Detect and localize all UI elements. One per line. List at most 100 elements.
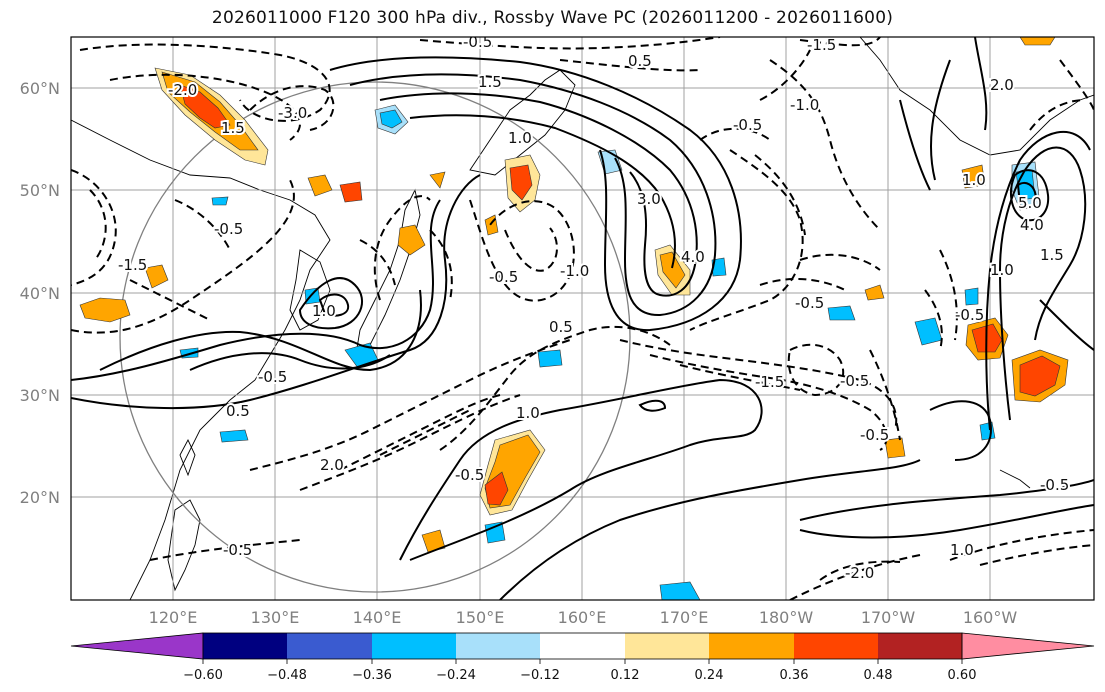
contour-label: 3.0 xyxy=(637,190,661,208)
div-patch-negative xyxy=(659,581,701,600)
colorbar-tick-label: −0.48 xyxy=(267,668,307,683)
contour-positive xyxy=(329,56,742,332)
coastline-alaska xyxy=(859,37,1094,156)
contour-label: 5.0 xyxy=(1018,194,1042,212)
div-patch-positive xyxy=(509,164,533,201)
lon-label: 160°E xyxy=(558,608,607,627)
contour-label: 1.5 xyxy=(221,119,245,137)
contour-label: -0.5 xyxy=(463,33,492,51)
colorbar-segment xyxy=(709,633,794,659)
colorbar-tick-label: 0.12 xyxy=(611,668,640,683)
contour-positive xyxy=(985,131,1091,431)
contour-label: -0.5 xyxy=(258,368,287,386)
lon-label: 170°W xyxy=(861,608,916,627)
contour-negative xyxy=(469,199,575,302)
div-patch-negative xyxy=(827,305,856,321)
latitude-axis: 60°N 50°N 40°N 30°N 20°N xyxy=(20,79,60,507)
contour-negative xyxy=(819,560,901,581)
div-patch-positive xyxy=(179,84,231,129)
contour-label: 0.5 xyxy=(628,52,652,70)
contour-label: 1.0 xyxy=(950,541,974,559)
contour-positive xyxy=(71,199,441,381)
contour-negative xyxy=(559,59,701,72)
colorbar-segment xyxy=(456,633,540,659)
graticule xyxy=(71,37,1094,600)
contour-label: -1.0 xyxy=(790,96,819,114)
colorbar-segment xyxy=(70,632,204,660)
lon-label: 160°W xyxy=(963,608,1018,627)
contour-positive xyxy=(799,479,1094,521)
contour-positive xyxy=(499,459,921,600)
contour-negative xyxy=(249,85,335,131)
contour-label: -0.5 xyxy=(223,541,252,559)
contour-negative xyxy=(759,277,846,291)
colorbar-outline xyxy=(202,632,963,660)
contour-negative xyxy=(299,394,521,491)
colorbar-tick-label: 0.60 xyxy=(948,668,977,683)
lat-label: 50°N xyxy=(20,181,60,200)
contour-label: -0.5 xyxy=(955,306,984,324)
div-patch-negative xyxy=(484,521,506,544)
div-patch-positive xyxy=(397,224,426,256)
lon-label: 130°E xyxy=(251,608,300,627)
colorbar-tick-label: 0.48 xyxy=(864,668,893,683)
contour-label: -0.5 xyxy=(860,426,889,444)
lat-label: 20°N xyxy=(20,488,60,507)
lat-label: 30°N xyxy=(20,386,60,405)
contour-negative xyxy=(769,59,881,231)
contour-positive xyxy=(409,114,676,269)
contour-negative xyxy=(689,149,804,331)
contour-negative xyxy=(71,169,117,286)
contour-label: 1.5 xyxy=(1040,246,1064,264)
div-patch-negative xyxy=(537,349,563,368)
contour-positive xyxy=(298,277,364,330)
contour-positive xyxy=(318,293,350,317)
contour-positive xyxy=(799,504,1094,539)
contour-negative xyxy=(799,253,881,271)
contour-label: 0.5 xyxy=(549,318,573,336)
contour-label: -3.0 xyxy=(278,104,307,122)
contour-positive xyxy=(638,399,667,412)
contour-label: -2.0 xyxy=(845,564,874,582)
contour-negative xyxy=(359,239,396,286)
reference-circle xyxy=(119,81,631,593)
div-patch-positive xyxy=(659,251,686,289)
contour-negative xyxy=(1029,99,1086,131)
contour-negative xyxy=(339,394,501,471)
contour-negative xyxy=(419,37,721,50)
contour-negative xyxy=(373,195,431,301)
contour-negative xyxy=(789,554,921,600)
contour-label: -0.5 xyxy=(1040,476,1069,494)
contour-positive xyxy=(379,92,698,297)
map-title: 2026011000 F120 300 hPa div., Rossby Wav… xyxy=(211,8,894,28)
div-patch-negative xyxy=(979,421,996,441)
map-frame xyxy=(70,36,1095,601)
colorbar-tick-label: 0.24 xyxy=(695,668,724,683)
negative-contours xyxy=(71,37,1094,600)
colorbar-segment xyxy=(878,633,962,659)
contour-positive xyxy=(1016,181,1038,209)
positive-contours xyxy=(71,37,1094,600)
contour-positive xyxy=(974,37,988,131)
coastline-hawaii xyxy=(999,469,1031,489)
contour-label: -0.5 xyxy=(489,268,518,286)
colorbar: −0.60 −0.48 −0.36 −0.24 −0.12 0.12 0.24 … xyxy=(70,632,1095,683)
coastline-philippines xyxy=(167,499,201,592)
contour-negative xyxy=(504,227,558,272)
divergence-shading xyxy=(79,37,1069,600)
contour-label: -1.5 xyxy=(118,256,147,274)
div-patch-negative xyxy=(379,109,403,129)
lon-label: 120°E xyxy=(149,608,198,627)
contour-labels: -0.5 0.5 -1.5 -1.0 -2.0 -3.0 1.5 -0.5 1.… xyxy=(116,33,1071,584)
div-patch-positive xyxy=(339,181,363,203)
colorbar-tick-label: 0.36 xyxy=(780,668,809,683)
contour-label: -1.0 xyxy=(560,262,589,280)
contour-positive xyxy=(71,174,481,410)
contour-negative xyxy=(109,73,301,141)
div-patch-negative xyxy=(219,429,249,443)
contour-positive xyxy=(399,378,763,561)
contour-negative xyxy=(429,229,453,301)
colorbar-segment xyxy=(540,633,625,659)
div-patch-positive xyxy=(429,171,446,189)
